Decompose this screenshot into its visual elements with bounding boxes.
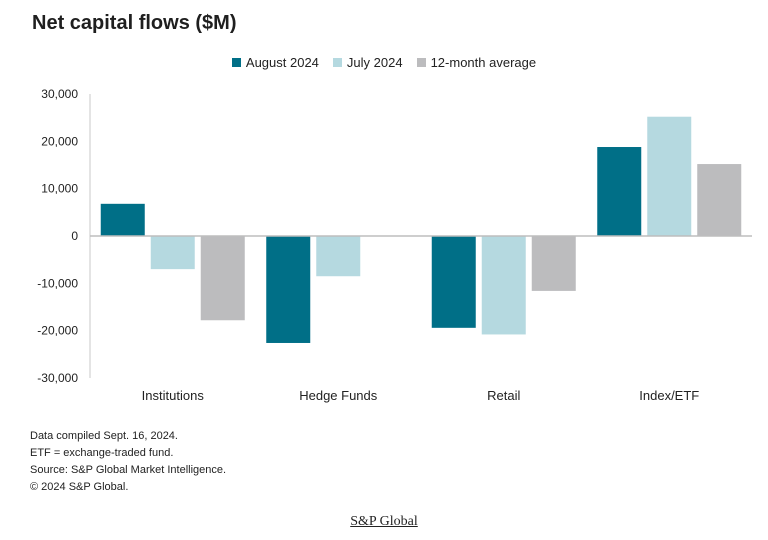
chart-title: Net capital flows ($M) — [32, 12, 237, 34]
legend-swatch-august — [231, 58, 241, 67]
y-tick-label: 10,000 — [41, 182, 78, 196]
y-tick-label: 0 — [71, 229, 78, 243]
y-tick-label: -20,000 — [37, 324, 78, 338]
legend-swatch-12-month-average — [416, 58, 426, 67]
bar — [100, 203, 145, 236]
bar — [647, 116, 692, 236]
note-source: Source: S&P Global Market Intelligence. — [30, 464, 227, 476]
sp-global-logo: S&P Global — [350, 514, 418, 529]
chart-notes: Data compiled Sept. 16, 2024. ETF = exch… — [30, 428, 226, 496]
chart-legend: August 2024 July 2024 12-month average — [0, 55, 768, 70]
bar-chart: 30,000 20,000 10,000 0 -10,000 -20,000 -30,000… — [37, 87, 752, 403]
legend-label-august: August 2024 — [245, 55, 319, 70]
note-etf-definition: ETF = exchange-traded fund. — [30, 447, 174, 459]
note-copyright: © 2024 S&P Global. — [30, 481, 129, 493]
legend-item-july: July 2024 — [332, 55, 403, 70]
y-tick-label: -10,000 — [37, 276, 78, 290]
bar — [431, 236, 476, 328]
bar — [266, 236, 311, 343]
legend-item-august: August 2024 — [231, 55, 319, 70]
y-tick-label: 30,000 — [41, 87, 78, 101]
legend-swatch-july — [332, 58, 342, 67]
bar — [316, 236, 361, 277]
bar — [697, 164, 742, 236]
legend-label-12-month-average: 12-month average — [430, 55, 537, 70]
x-category-label: Hedge Funds — [299, 388, 378, 403]
bar — [150, 236, 195, 270]
x-category-label: Retail — [487, 388, 520, 403]
y-tick-label: 20,000 — [41, 134, 78, 148]
legend-item-12-month-average: 12-month average — [416, 55, 537, 70]
legend-label-july: July 2024 — [346, 55, 403, 70]
y-tick-label: -30,000 — [37, 371, 78, 385]
bar — [531, 236, 576, 291]
bar — [481, 236, 526, 335]
x-category-label: Institutions — [142, 388, 205, 403]
bar — [597, 147, 642, 236]
x-category-label: Index/ETF — [639, 388, 699, 403]
bar — [200, 236, 245, 321]
note-date-compiled: Data compiled Sept. 16, 2024. — [30, 430, 178, 442]
